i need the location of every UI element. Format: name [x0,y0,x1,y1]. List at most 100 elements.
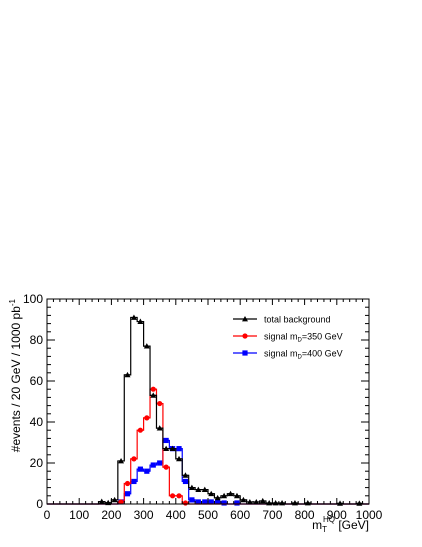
series-sig400-point [195,499,201,505]
series-bkg-line [47,316,369,505]
series-sig350-line [47,388,369,505]
series-sig350-point [176,493,182,499]
x-tick-label: 500 [198,508,218,522]
legend-label-pre: total background [264,315,331,325]
series-sig400-point [124,491,131,497]
series-sig400 [47,437,369,506]
series-sig350-point [137,427,143,433]
x-tick-label: 0 [44,508,51,522]
series-sig400-point [215,499,221,505]
series-bkg-point [233,492,240,499]
y-tick-label: 20 [30,456,44,470]
series-sig350-point [157,400,163,407]
series-sig400-point [131,478,137,485]
legend-label-sub: D [298,355,303,361]
series-bkg-point [143,343,150,349]
series-sig400-point [221,500,227,506]
legend-label-post: =400 GeV [302,349,343,359]
series-bkg-point [137,318,144,324]
series-sig400-point [137,466,143,472]
series-sig350-point [169,493,176,499]
series-bkg-point [182,472,189,478]
series-bkg-point [176,455,183,462]
legend-label: signal mD=350 GeV [264,332,343,344]
series-sig400-point [202,499,208,505]
y-axis-label-sup: -1 [8,298,17,306]
x-tick-label: 700 [262,508,282,522]
series-sig350-point [131,456,137,462]
series-sig350-point [144,415,150,421]
legend-label-sub: D [298,338,303,344]
series-bkg-point [163,445,170,452]
series-sig400-point [176,446,182,452]
series-sig400-point [182,478,189,485]
y-axis-label: #events / 20 GeV / 1000 pb-1 [8,298,23,452]
legend-label: total background [264,315,331,325]
x-tick-label: 100 [69,508,89,522]
series-sig350-point [124,480,131,487]
legend-label-pre: signal m [264,349,298,359]
x-tick-label: 1000 [356,508,383,522]
series-bkg-point [208,490,215,497]
series-bkg-point [124,371,131,378]
legend-item-bkg: total background [233,315,331,325]
series-sig400-point [150,462,156,468]
x-axis-label-main: m [312,518,322,532]
series-bkg-point [227,490,234,497]
series-bkg-point [156,425,163,431]
plot-frame [46,298,370,505]
x-axis-label-unit: [GeV] [335,518,369,532]
series-bkg-point [221,492,228,499]
series-sig400-point [157,460,163,466]
y-tick-label: 100 [23,292,43,306]
legend-label: signal mD=400 GeV [264,349,343,361]
y-tick-label: 40 [30,415,44,429]
series-bkg-point [246,498,253,505]
y-tick-label: 80 [30,333,44,347]
series-sig350-point [182,500,189,506]
x-tick-label: 200 [101,508,121,522]
series-bkg [47,314,369,506]
series-sig400-point [234,500,240,506]
series-bkg-point [169,445,176,452]
y-axis-label-main: #events / 20 GeV / 1000 pb [9,306,23,452]
series-bkg-point [130,314,137,320]
series-bkg-point [111,496,118,503]
x-axis-label-sub: T [322,525,327,534]
series-sig400-point [189,497,195,503]
series-sig400-point [208,499,214,505]
series-sig400-point [144,468,150,474]
series-bkg-point [201,486,208,493]
legend-item-sig350: signal mD=350 GeV [233,332,343,344]
y-tick-label: 60 [30,374,44,388]
series-sig400-line [47,439,369,505]
series-bkg-point [259,497,266,504]
series-sig400-point [163,437,169,444]
x-tick-label: 800 [295,508,315,522]
series-bkg-point [240,496,247,503]
series-sig350 [47,386,369,506]
x-tick-label: 300 [134,508,154,522]
x-tick-label: 400 [166,508,186,522]
x-axis-label-sup: HQ [323,515,335,524]
legend-swatch-marker [242,333,248,339]
series-bkg-point [150,392,157,398]
x-tick-label: 900 [327,508,347,522]
x-axis-label: mTHQ [GeV] [312,515,369,534]
legend-swatch-marker [242,350,248,356]
series-sig350-point [118,499,124,505]
legend-item-sig400: signal mD=400 GeV [233,349,343,361]
legend-label-post: =350 GeV [302,332,343,342]
legend-swatch-marker [242,316,248,322]
y-tick-label: 0 [36,497,43,511]
legend-label-pre: signal m [264,332,298,342]
series-bkg-point [98,498,105,504]
series-bkg-point [188,484,195,490]
series-layer [47,314,369,506]
series-sig350-point [163,464,169,470]
axes-layer: 0 100 200 300 400 500 600 700 800 900 1000 0 20 40 60 8… [23,292,383,522]
series-bkg-point [118,457,125,464]
x-tick-label: 600 [230,508,250,522]
